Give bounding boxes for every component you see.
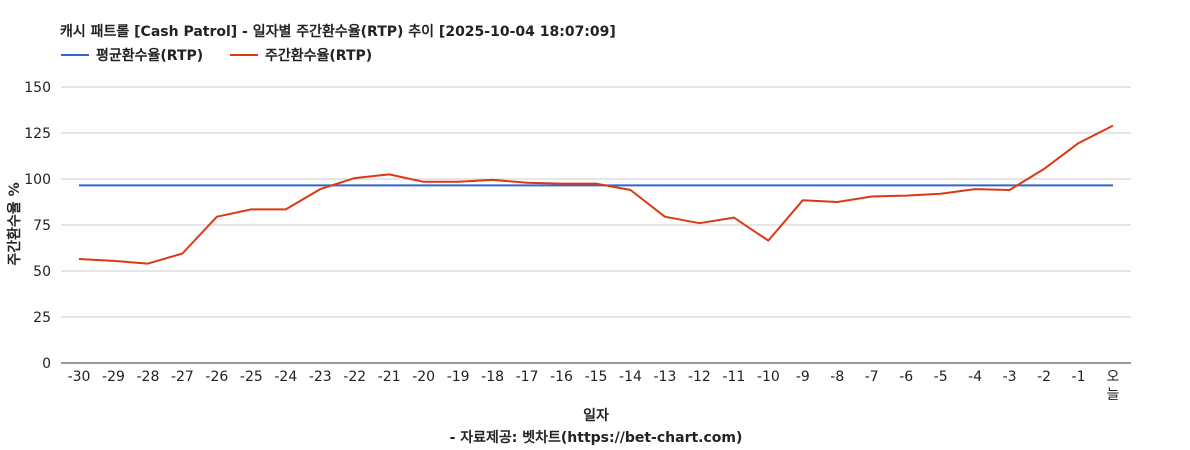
x-tick-label: -8: [830, 369, 844, 385]
legend-label: 주간환수율(RTP): [265, 47, 372, 64]
x-tick-label: -2: [1037, 369, 1051, 385]
x-tick-label: -15: [585, 369, 608, 385]
x-tick-label: -4: [968, 369, 982, 385]
x-tick-label: -18: [481, 369, 504, 385]
x-tick-label: -28: [136, 369, 159, 385]
gridlines: [61, 86, 1131, 364]
y-tick-label: 25: [33, 310, 51, 326]
x-tick-label: -3: [1003, 369, 1017, 385]
x-tick-label: -9: [796, 369, 810, 385]
x-axis-title: 일자: [583, 408, 609, 424]
x-axis-ticks: -30 -29 -28 -27 -26 -25 -24 -23 -22 -21 -20 -19 -18-…: [68, 369, 1120, 403]
y-tick-label: 150: [24, 80, 51, 96]
y-tick-label: 75: [33, 218, 51, 234]
x-tick-label: -7: [865, 369, 879, 385]
series-line-weekly-rtp: [78, 124, 1114, 265]
x-tick-label: -17: [516, 369, 539, 385]
x-tick-label: -12: [688, 369, 711, 385]
x-tick-label: -10: [757, 369, 780, 385]
x-tick-label: -20: [412, 369, 435, 385]
legend-label: 평균환수율(RTP): [96, 47, 203, 64]
x-tick-label: -24: [274, 369, 297, 385]
x-tick-label: -27: [171, 369, 194, 385]
chart-title: 캐시 패트롤 [Cash Patrol] - 일자별 주간환수율(RTP) 추이…: [60, 23, 616, 40]
y-axis-title: 주간환수율 %: [6, 182, 23, 265]
x-tick-label: -26: [205, 369, 228, 385]
x-tick-label: -29: [102, 369, 125, 385]
y-tick-label: 125: [24, 126, 51, 142]
y-tick-label: 50: [33, 264, 51, 280]
x-tick-label: -25: [240, 369, 263, 385]
x-tick-label: -5: [934, 369, 948, 385]
source-note: - 자료제공: 벳차트(https://bet-chart.com): [450, 429, 743, 446]
legend: 평균환수율(RTP) 주간환수율(RTP): [61, 47, 372, 64]
x-tick-label: -6: [899, 369, 913, 385]
x-tick-label: -16: [550, 369, 573, 385]
x-tick-label: -14: [619, 369, 642, 385]
x-tick-label: -13: [653, 369, 676, 385]
y-tick-label: 100: [24, 172, 51, 188]
x-tick-label: -11: [722, 369, 745, 385]
series-group: [78, 124, 1114, 265]
x-tick-label: -23: [309, 369, 332, 385]
x-tick-label: -19: [447, 369, 470, 385]
y-axis-ticks: 0 25 50 75 100 125 150: [24, 80, 51, 372]
y-tick-label: 0: [42, 356, 51, 372]
x-tick-label: -30: [68, 369, 91, 385]
x-tick-label: -21: [378, 369, 401, 385]
x-tick-label: -1: [1072, 369, 1086, 385]
x-tick-label: -22: [343, 369, 366, 385]
